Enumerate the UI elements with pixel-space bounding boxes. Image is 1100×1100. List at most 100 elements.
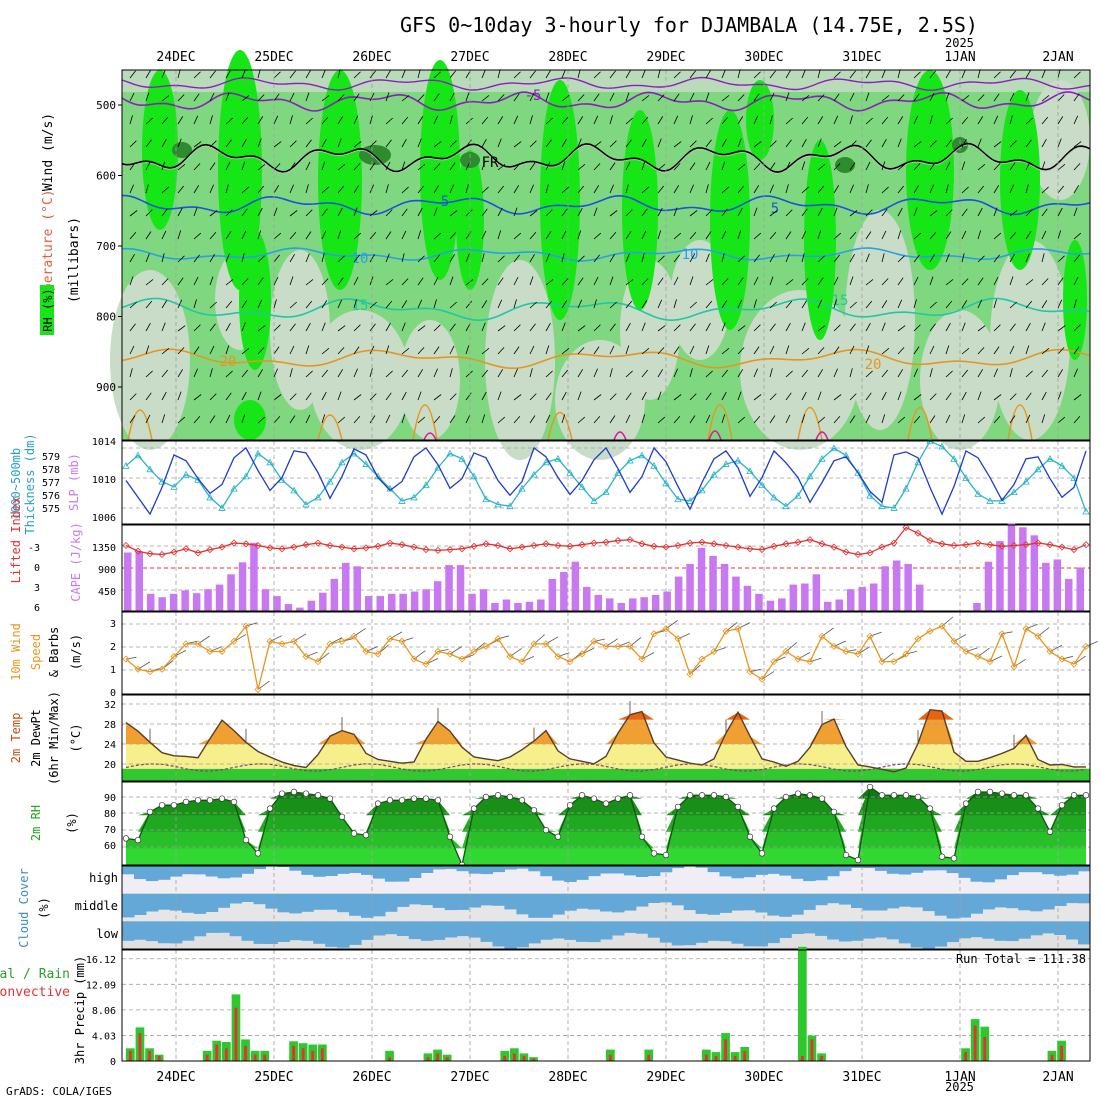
wind-barb bbox=[977, 391, 982, 401]
thickness-line-point bbox=[542, 458, 550, 466]
precip-convective-bar bbox=[532, 1058, 535, 1061]
wind-barb bbox=[705, 279, 714, 286]
rh2m-line-point bbox=[1070, 792, 1078, 799]
wind-barb bbox=[849, 276, 854, 286]
cloud-cover-bar bbox=[934, 893, 948, 916]
precip-convective-bar bbox=[292, 1045, 295, 1061]
cloud-cover-bar bbox=[994, 921, 1007, 941]
cloud-cover-bar bbox=[1078, 866, 1091, 872]
wind-barb bbox=[321, 278, 329, 286]
wind-barb bbox=[1009, 70, 1016, 79]
thickness-line-point bbox=[698, 486, 706, 494]
wind-barb bbox=[369, 368, 373, 378]
wind-tick: 3 bbox=[110, 619, 116, 630]
wind-barb bbox=[769, 368, 773, 378]
cape-bar bbox=[996, 541, 1004, 611]
wind-barb bbox=[833, 232, 842, 240]
cloud-cover-bar bbox=[122, 893, 135, 918]
wind-barb bbox=[1009, 210, 1018, 217]
wind-barb bbox=[321, 95, 330, 102]
wind-barb bbox=[177, 347, 185, 355]
rh-dry-region bbox=[485, 260, 555, 460]
wind-barb bbox=[353, 324, 361, 332]
precip-convective-bar bbox=[724, 1039, 727, 1061]
cloud-cover-bar bbox=[480, 893, 493, 906]
wind-speed-line-point bbox=[722, 627, 730, 635]
date-label-top: 28DEC bbox=[548, 50, 587, 65]
wind-barb bbox=[497, 69, 501, 79]
rh2m-line-point bbox=[470, 805, 478, 812]
wind-barb bbox=[529, 210, 538, 217]
wind-speed-line-point bbox=[590, 637, 598, 645]
pressure-tick: 500 bbox=[96, 99, 116, 112]
cape-tick: 450 bbox=[98, 587, 116, 598]
wind-barb bbox=[657, 207, 663, 217]
thickness-line-point bbox=[758, 481, 766, 489]
lifted-index-line-point bbox=[206, 546, 214, 554]
thickness-line-point bbox=[1046, 454, 1054, 462]
lifted-index-line-point bbox=[1082, 541, 1090, 549]
wind-barb bbox=[913, 232, 922, 240]
cloud-cover-bar bbox=[1078, 921, 1091, 945]
lifted-index-line-point bbox=[158, 550, 166, 559]
wind-barb bbox=[577, 69, 581, 79]
wind-speed-line-point bbox=[602, 642, 610, 650]
wind-barb bbox=[897, 277, 904, 286]
wind-barb bbox=[945, 345, 950, 355]
wind-speed-line-point bbox=[962, 647, 970, 656]
wind-barb bbox=[1057, 94, 1065, 102]
lifted-index-line-point bbox=[398, 541, 406, 549]
wind-barb bbox=[817, 94, 825, 102]
cloud-cover-bar bbox=[743, 866, 756, 878]
wind-barb bbox=[865, 345, 870, 355]
wind-barb bbox=[481, 208, 488, 217]
wind-barb bbox=[225, 370, 233, 378]
precip-convective-bar bbox=[733, 1055, 737, 1061]
wind-tick: 1 bbox=[110, 665, 116, 676]
cape-bar bbox=[433, 581, 442, 611]
wind-barb bbox=[865, 279, 874, 286]
isotherm-10 bbox=[121, 247, 1091, 262]
thickness-line-point bbox=[314, 493, 322, 501]
wind-barb bbox=[401, 161, 406, 171]
wind-barb bbox=[689, 253, 695, 263]
wind-barb bbox=[977, 116, 984, 125]
wind-barb bbox=[161, 208, 168, 217]
wind-barb bbox=[625, 184, 629, 194]
wind-speed-line-point bbox=[806, 658, 814, 666]
wind-barb bbox=[1057, 163, 1066, 171]
wind-barb bbox=[705, 69, 711, 79]
precip-tick: 0 bbox=[110, 1057, 116, 1068]
wind-barb bbox=[1073, 415, 1081, 424]
wind-barb bbox=[1073, 232, 1082, 240]
thickness-line-point bbox=[458, 454, 466, 462]
cloud-cover-bar bbox=[576, 866, 589, 880]
rh2m-line-point bbox=[746, 833, 754, 840]
cloud-cover-bar bbox=[946, 921, 960, 943]
cape-bar bbox=[629, 598, 637, 611]
cloud-cover-bar bbox=[337, 893, 350, 913]
wind-barb bbox=[241, 95, 250, 102]
cloud-cover-bar bbox=[1018, 893, 1031, 911]
wind-barb bbox=[737, 94, 745, 102]
wind-barb bbox=[129, 210, 138, 217]
cloud-cover-bar bbox=[755, 893, 768, 913]
wind-barb bbox=[257, 230, 262, 240]
thickness-line-point bbox=[626, 456, 634, 464]
wind-barb bbox=[433, 368, 438, 378]
rh2m-line-point bbox=[1022, 792, 1030, 799]
wind-barb bbox=[417, 94, 425, 102]
cloud-cover-bar bbox=[480, 866, 493, 875]
cloud-cover-bar bbox=[731, 866, 744, 879]
wind-speed-line-point bbox=[542, 640, 550, 648]
temp-tick: 32 bbox=[104, 700, 116, 711]
wind-speed-line-point bbox=[398, 637, 406, 645]
wind-barb bbox=[689, 415, 696, 424]
thickness-line-point bbox=[854, 469, 862, 476]
wind-barb bbox=[721, 230, 727, 240]
wind-barb bbox=[945, 323, 951, 332]
precip-tick: 16.12 bbox=[86, 955, 116, 966]
wind-barb bbox=[209, 162, 216, 171]
cloud-cover-bar bbox=[851, 893, 864, 908]
precip-convective-bar bbox=[810, 1039, 814, 1061]
